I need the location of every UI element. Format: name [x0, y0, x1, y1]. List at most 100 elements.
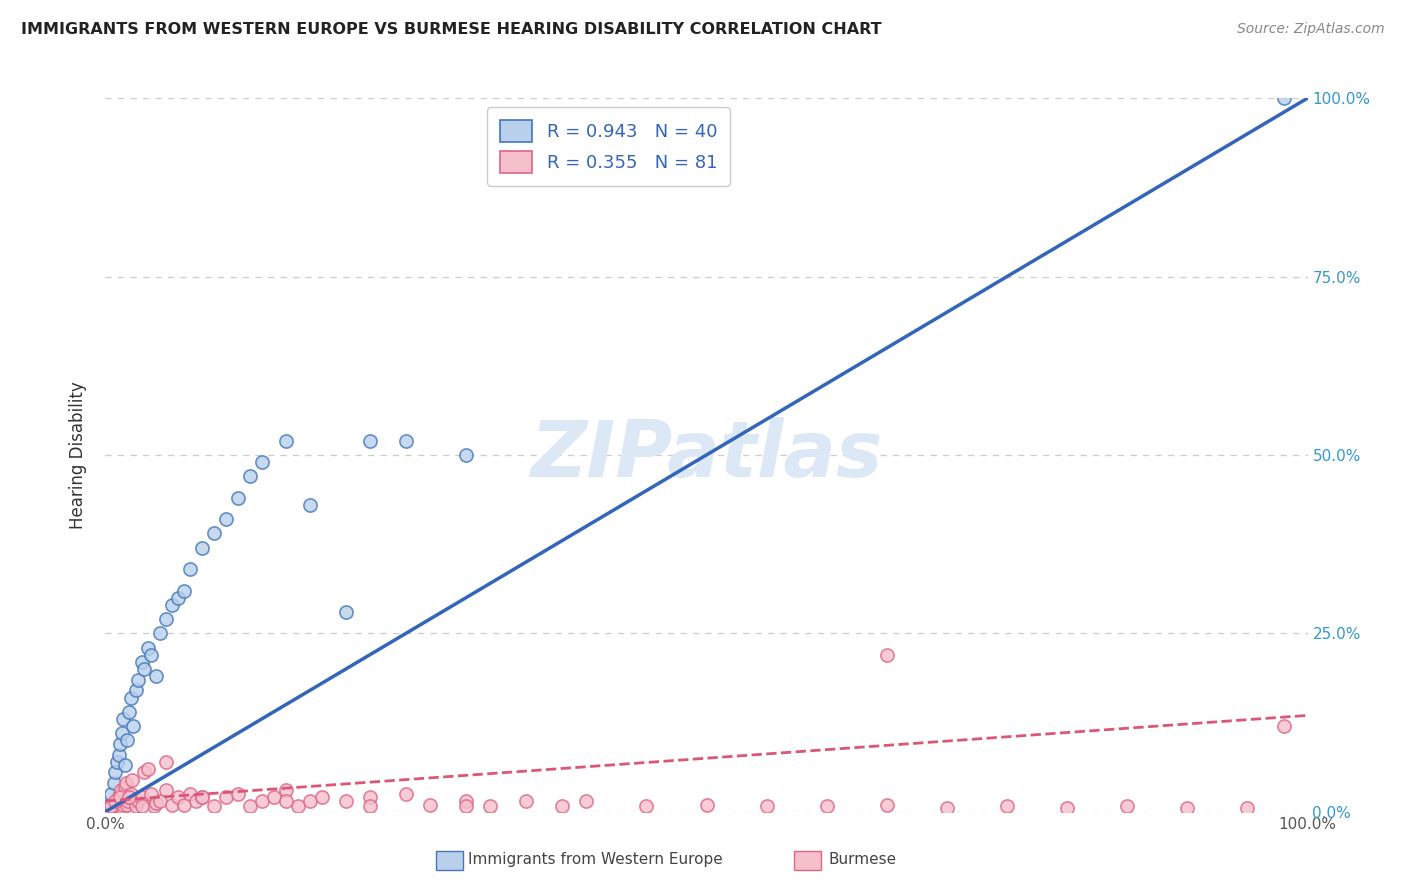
Point — [112, 712, 135, 726]
Point — [114, 780, 136, 794]
Point — [136, 762, 159, 776]
Y-axis label: Hearing Disability: Hearing Disability — [69, 381, 87, 529]
Text: Immigrants from Western Europe: Immigrants from Western Europe — [468, 853, 723, 867]
Point — [190, 541, 212, 555]
Point — [1236, 801, 1258, 815]
Point — [515, 794, 537, 808]
Point — [145, 796, 167, 810]
Point — [107, 747, 129, 762]
Point — [184, 794, 207, 808]
Point — [131, 655, 153, 669]
Point — [124, 799, 146, 814]
Text: Source: ZipAtlas.com: Source: ZipAtlas.com — [1237, 22, 1385, 37]
Point — [1056, 801, 1078, 815]
Point — [166, 591, 188, 605]
Point — [132, 765, 155, 780]
Point — [100, 799, 122, 814]
Point — [98, 801, 121, 815]
Point — [120, 787, 142, 801]
Point — [117, 794, 139, 808]
Point — [139, 648, 162, 662]
Point — [1175, 801, 1198, 815]
Point — [136, 640, 159, 655]
Point — [107, 755, 129, 769]
Point — [454, 799, 477, 814]
Point — [1116, 799, 1139, 814]
Point — [335, 794, 357, 808]
Point — [636, 799, 658, 814]
Point — [118, 705, 141, 719]
Point — [876, 797, 898, 812]
Point — [179, 562, 201, 576]
Point — [239, 799, 262, 814]
Point — [121, 772, 143, 787]
Point — [118, 790, 141, 805]
Point — [155, 755, 177, 769]
Point — [100, 787, 122, 801]
Point — [395, 434, 418, 448]
Point — [239, 469, 262, 483]
Point — [190, 790, 212, 805]
Point — [142, 799, 165, 814]
Point — [107, 790, 129, 805]
Point — [250, 455, 273, 469]
Point — [115, 797, 138, 812]
Point — [214, 512, 236, 526]
Point — [108, 737, 131, 751]
Point — [226, 787, 249, 801]
Point — [108, 790, 131, 805]
Point — [104, 794, 127, 808]
Point — [876, 648, 898, 662]
Point — [419, 797, 441, 812]
Point — [202, 526, 225, 541]
Point — [274, 434, 297, 448]
Point — [815, 799, 838, 814]
Point — [139, 787, 162, 801]
Point — [114, 758, 136, 772]
Point — [111, 801, 134, 815]
Point — [132, 662, 155, 676]
Point — [127, 673, 149, 687]
Point — [166, 790, 188, 805]
Point — [127, 794, 149, 808]
Point — [575, 794, 598, 808]
Point — [995, 799, 1018, 814]
Point — [97, 802, 120, 816]
Text: Burmese: Burmese — [828, 853, 896, 867]
Point — [298, 794, 321, 808]
Point — [755, 799, 778, 814]
Point — [335, 605, 357, 619]
Point — [122, 719, 145, 733]
Point — [173, 797, 195, 812]
Point — [131, 799, 153, 814]
Point — [214, 790, 236, 805]
Point — [100, 799, 122, 814]
Point — [479, 799, 502, 814]
Point — [395, 787, 418, 801]
Point — [226, 491, 249, 505]
Point — [108, 787, 131, 801]
Legend: R = 0.943   N = 40, R = 0.355   N = 81: R = 0.943 N = 40, R = 0.355 N = 81 — [486, 107, 730, 186]
Point — [551, 799, 574, 814]
Point — [155, 783, 177, 797]
Point — [155, 612, 177, 626]
Point — [359, 434, 381, 448]
Point — [148, 794, 170, 808]
Point — [311, 790, 333, 805]
Point — [148, 626, 170, 640]
Point — [115, 733, 138, 747]
Point — [454, 794, 477, 808]
Point — [104, 765, 127, 780]
Point — [98, 800, 121, 814]
Point — [190, 790, 212, 805]
Point — [696, 797, 718, 812]
Point — [124, 683, 146, 698]
Point — [179, 787, 201, 801]
Point — [111, 726, 134, 740]
Point — [298, 498, 321, 512]
Point — [101, 801, 124, 815]
Point — [936, 801, 959, 815]
Point — [120, 690, 142, 705]
Point — [160, 797, 183, 812]
Point — [274, 783, 297, 797]
